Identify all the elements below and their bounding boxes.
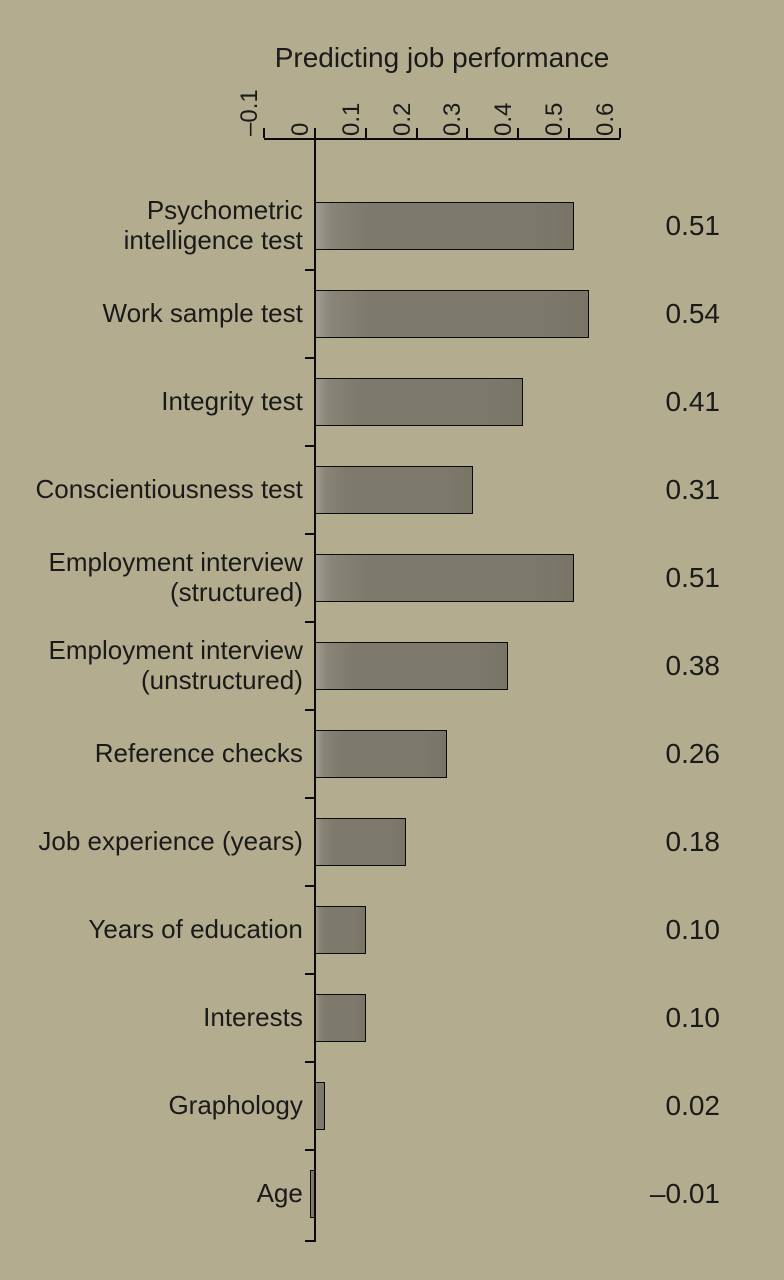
category-label: Conscientiousness test (8, 475, 303, 505)
value-label: 0.02 (666, 1090, 721, 1122)
category-tick (305, 1149, 315, 1151)
x-tick-label: –0.1 (236, 89, 264, 136)
category-tick (305, 1061, 315, 1063)
bar (315, 202, 574, 250)
bar (315, 906, 366, 954)
category-label: Graphology (8, 1091, 303, 1121)
bar (315, 1082, 325, 1130)
category-tick (305, 885, 315, 887)
value-label: 0.51 (666, 210, 721, 242)
value-label: 0.41 (666, 386, 721, 418)
category-label: Interests (8, 1003, 303, 1033)
x-axis-line (264, 138, 620, 140)
value-label: 0.26 (666, 738, 721, 770)
bar (315, 290, 590, 338)
category-label: Psychometric intelligence test (8, 196, 303, 256)
value-label: 0.54 (666, 298, 721, 330)
category-label: Integrity test (8, 387, 303, 417)
value-label: –0.01 (650, 1178, 720, 1210)
chart-title: Predicting job performance (264, 42, 620, 74)
job-performance-chart: Predicting job performance –0.1 0 0.1 0.2 0.… (0, 0, 784, 1280)
category-label: Employment interview (unstructured) (8, 636, 303, 696)
x-tick-label: 0.4 (490, 103, 518, 136)
category-tick (305, 533, 315, 535)
bar (315, 994, 366, 1042)
value-label: 0.31 (666, 474, 721, 506)
x-tick-label: 0 (287, 123, 315, 136)
category-label: Employment interview (structured) (8, 548, 303, 608)
category-tick (305, 445, 315, 447)
category-tick (305, 973, 315, 975)
bar (315, 554, 574, 602)
bar (315, 378, 524, 426)
category-label: Reference checks (8, 739, 303, 769)
x-tick-label: 0.5 (541, 103, 569, 136)
axis-end-cap (305, 1240, 315, 1242)
category-tick (305, 621, 315, 623)
bar (315, 642, 508, 690)
category-tick (305, 797, 315, 799)
bar (315, 818, 407, 866)
value-label: 0.10 (666, 914, 721, 946)
bar (315, 466, 473, 514)
value-label: 0.10 (666, 1002, 721, 1034)
bar (315, 730, 447, 778)
value-label: 0.38 (666, 650, 721, 682)
category-label: Work sample test (8, 299, 303, 329)
category-tick (305, 709, 315, 711)
x-tick-label: 0.2 (389, 103, 417, 136)
category-label: Age (8, 1179, 303, 1209)
category-label: Years of education (8, 915, 303, 945)
x-tick-label: 0.3 (439, 103, 467, 136)
bar (310, 1170, 315, 1218)
x-tick-label: 0.1 (338, 103, 366, 136)
category-label: Job experience (years) (8, 827, 303, 857)
x-tick-label: 0.6 (592, 103, 620, 136)
value-label: 0.51 (666, 562, 721, 594)
category-tick (305, 357, 315, 359)
value-label: 0.18 (666, 826, 721, 858)
category-tick (305, 269, 315, 271)
